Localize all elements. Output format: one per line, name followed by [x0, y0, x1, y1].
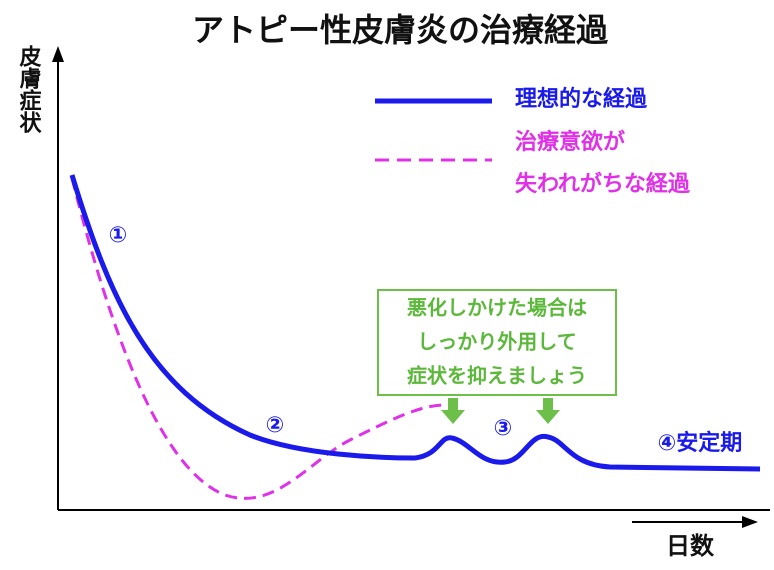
- legend-unmotivated-2: 失われがちな経過: [515, 171, 691, 197]
- y-axis-label: 皮膚症状: [16, 44, 42, 133]
- legend-ideal: 理想的な経過: [515, 86, 648, 112]
- stage-3: ③: [494, 416, 513, 441]
- stage-1: ①: [109, 223, 128, 248]
- callout-arrow: [441, 398, 465, 424]
- callout-line: しっかり外用して: [417, 330, 576, 354]
- callout-line: 症状を抑えましょう: [407, 364, 587, 388]
- callout-box: [377, 289, 617, 396]
- y-arrow: [52, 46, 64, 62]
- stage-4: ④安定期: [658, 430, 743, 456]
- stage-2: ②: [266, 413, 285, 438]
- unmotivated-curve: [70, 177, 446, 500]
- x-axis-label: 日数: [666, 532, 715, 560]
- callout-arrow: [536, 398, 560, 424]
- x-arrow: [742, 516, 758, 528]
- legend-unmotivated-1: 治療意欲が: [515, 129, 625, 155]
- callout-line: 悪化しかけた場合は: [407, 296, 587, 320]
- ideal-curve: [69, 174, 761, 472]
- title: アトピー性皮膚炎の治療経過: [192, 11, 609, 49]
